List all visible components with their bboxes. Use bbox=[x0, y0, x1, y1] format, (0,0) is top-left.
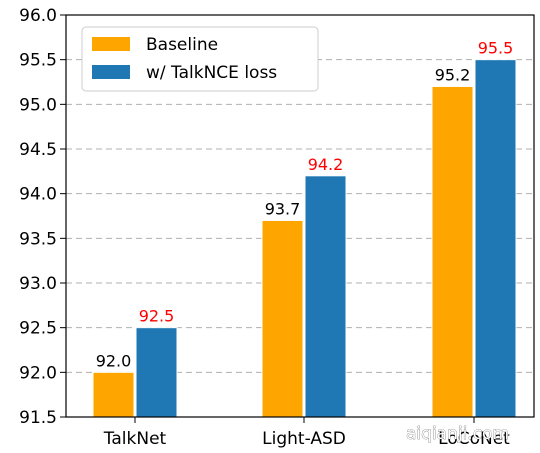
x-tick-label: LoCoNet bbox=[438, 429, 510, 449]
y-tick-label: 94.5 bbox=[19, 140, 57, 160]
bars bbox=[92, 59, 517, 418]
bar bbox=[474, 59, 517, 418]
legend-label-talknce: w/ TalkNCE loss bbox=[146, 63, 277, 83]
y-tick-label: 94.0 bbox=[19, 185, 57, 205]
bar-value-label: 93.7 bbox=[265, 199, 301, 218]
legend-box bbox=[81, 26, 319, 92]
y-tick-label: 92.5 bbox=[19, 319, 57, 339]
bar-value-label: 92.0 bbox=[96, 351, 132, 370]
data-labels: 92.0 92.5 93.7 94.2 95.2 95.5 bbox=[96, 39, 514, 371]
bar-value-label: 92.5 bbox=[139, 307, 175, 326]
y-tick-label: 93.5 bbox=[19, 229, 57, 249]
watermark: aiqianji.com bbox=[406, 424, 509, 444]
y-tick-label: 91.5 bbox=[19, 408, 57, 428]
bar bbox=[92, 371, 135, 418]
x-axis: TalkNet Light-ASD LoCoNet bbox=[103, 417, 510, 449]
bar bbox=[431, 85, 474, 418]
x-tick-label: TalkNet bbox=[103, 429, 167, 449]
y-tick-label: 95.0 bbox=[19, 95, 57, 115]
bar bbox=[261, 219, 304, 418]
y-axis: 91.5 92.0 92.5 93.0 93.5 94.0 94.5 95.0 95.5 96.0 bbox=[19, 6, 66, 428]
bar-value-label: 95.5 bbox=[478, 39, 514, 58]
legend-swatch-baseline bbox=[92, 37, 130, 51]
bar bbox=[135, 327, 178, 418]
y-tick-label: 96.0 bbox=[19, 6, 57, 26]
bar bbox=[304, 175, 347, 418]
y-tick-label: 92.0 bbox=[19, 363, 57, 383]
legend: Baseline w/ TalkNCE loss bbox=[81, 26, 319, 92]
bar-value-label: 95.2 bbox=[435, 65, 471, 84]
plot-frame bbox=[65, 14, 535, 418]
x-tick-label: Light-ASD bbox=[262, 429, 346, 449]
y-tick-label: 95.5 bbox=[19, 51, 57, 71]
legend-label-baseline: Baseline bbox=[146, 35, 218, 55]
bar-value-label: 94.2 bbox=[308, 155, 344, 174]
legend-swatch-talknce bbox=[92, 65, 130, 79]
y-tick-label: 93.0 bbox=[19, 274, 57, 294]
